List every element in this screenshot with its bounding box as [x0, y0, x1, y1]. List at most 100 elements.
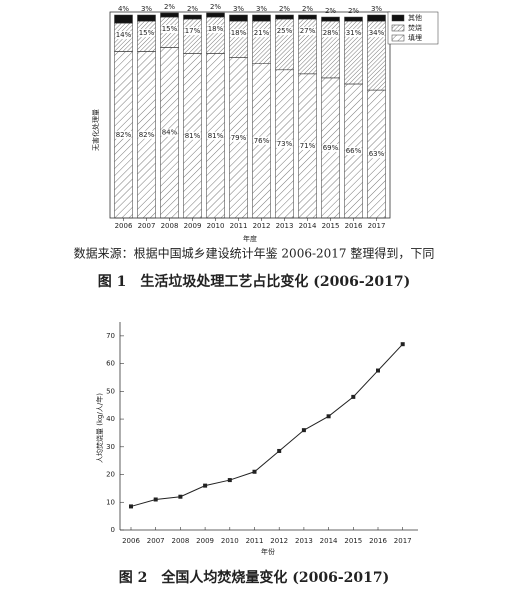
data-label: 15% — [139, 29, 155, 37]
y-tick-label: 10 — [106, 498, 115, 506]
data-label: 82% — [139, 131, 155, 139]
data-point — [351, 394, 356, 399]
label-background — [299, 141, 316, 150]
x-tick-label: 2014 — [320, 537, 338, 545]
x-tick-label: 2006 — [122, 537, 140, 545]
bar-segment — [206, 16, 225, 54]
x-tick-label: 2009 — [184, 222, 202, 230]
x-tick-label: 2012 — [270, 537, 288, 545]
data-label: 18% — [208, 25, 224, 33]
label-background — [253, 136, 270, 145]
data-label: 2% — [164, 3, 175, 11]
label-background — [322, 143, 339, 152]
x-tick-label: 2011 — [246, 537, 264, 545]
data-label: 17% — [185, 27, 201, 35]
figure-caption: 图 1 生活垃圾处理工艺占比变化 (2006-2017) — [98, 273, 410, 290]
data-point — [178, 494, 183, 499]
data-label: 34% — [369, 29, 385, 37]
label-background — [138, 130, 155, 139]
data-label: 31% — [346, 29, 362, 37]
label-background — [184, 27, 201, 36]
label-background — [207, 25, 224, 34]
data-line — [130, 343, 404, 507]
x-tick-label: 2008 — [161, 222, 179, 230]
y-axis-label: 人均焚烧量 (kg/人/年) — [95, 393, 104, 463]
legend-swatch — [391, 34, 405, 42]
data-label: 84% — [162, 129, 178, 137]
data-label: 18% — [231, 29, 247, 37]
label-background — [368, 150, 385, 159]
bar-segment — [183, 14, 202, 20]
bar-segment — [160, 12, 179, 18]
bar-segment — [114, 14, 133, 24]
x-tick-label: 2007 — [138, 222, 156, 230]
label-background — [161, 25, 178, 34]
x-tick-label: 2008 — [171, 537, 189, 545]
label-background — [230, 29, 247, 38]
bar-segment — [344, 16, 363, 22]
bar-segment — [252, 14, 271, 22]
label-background — [115, 31, 132, 40]
legend-label: 填埋 — [408, 33, 422, 42]
source-note: 数据来源：根据中国城乡建设统计年鉴 2006-2017 整理得到，下同 — [74, 246, 435, 261]
data-label: 2% — [187, 5, 198, 13]
data-label: 73% — [277, 140, 293, 148]
bar-segment — [206, 12, 225, 18]
data-point — [252, 469, 257, 474]
data-label: 81% — [185, 132, 201, 140]
data-point — [227, 478, 232, 483]
data-label: 25% — [277, 27, 293, 35]
x-tick-label: 2017 — [368, 222, 386, 230]
data-label: 81% — [208, 132, 224, 140]
data-label: 2% — [210, 3, 221, 11]
x-tick-label: 2010 — [207, 222, 225, 230]
x-tick-label: 2009 — [196, 537, 214, 545]
data-label: 76% — [254, 137, 270, 145]
x-tick-label: 2016 — [369, 537, 387, 545]
legend-label: 焚烧 — [408, 23, 422, 32]
x-tick-label: 2015 — [322, 222, 340, 230]
label-background — [368, 29, 385, 38]
x-tick-label: 2013 — [295, 537, 313, 545]
label-background — [345, 147, 362, 156]
data-label: 4% — [118, 5, 129, 13]
data-label: 2% — [325, 7, 336, 15]
x-tick-label: 2013 — [276, 222, 294, 230]
x-tick-label: 2017 — [394, 537, 412, 545]
label-background — [161, 128, 178, 137]
label-background — [230, 133, 247, 142]
label-background — [299, 27, 316, 36]
label-background — [345, 29, 362, 38]
y-tick-label: 50 — [106, 387, 115, 395]
data-point — [153, 497, 158, 502]
label-background — [184, 131, 201, 140]
data-label: 79% — [231, 134, 247, 142]
data-point — [400, 342, 405, 347]
data-point — [203, 483, 208, 488]
x-tick-label: 2010 — [221, 537, 239, 545]
data-point — [326, 414, 331, 419]
data-label: 2% — [279, 5, 290, 13]
data-label: 71% — [300, 142, 316, 150]
y-tick-label: 20 — [106, 471, 115, 479]
data-label: 3% — [141, 5, 152, 13]
data-label: 69% — [323, 144, 339, 152]
data-label: 28% — [323, 29, 339, 37]
label-background — [322, 29, 339, 38]
legend-label: 其他 — [408, 13, 422, 22]
x-axis-label: 年度 — [243, 234, 257, 243]
bar-segment — [275, 14, 294, 20]
bar-segment — [137, 14, 156, 22]
y-tick-label: 40 — [106, 415, 115, 423]
x-axis-label: 年份 — [261, 547, 275, 556]
bar-segment — [229, 14, 248, 22]
data-label: 66% — [346, 147, 362, 155]
label-background — [276, 27, 293, 36]
plot-frame — [109, 11, 391, 219]
data-label: 3% — [233, 5, 244, 13]
label-background — [253, 29, 270, 38]
data-point — [376, 368, 380, 373]
